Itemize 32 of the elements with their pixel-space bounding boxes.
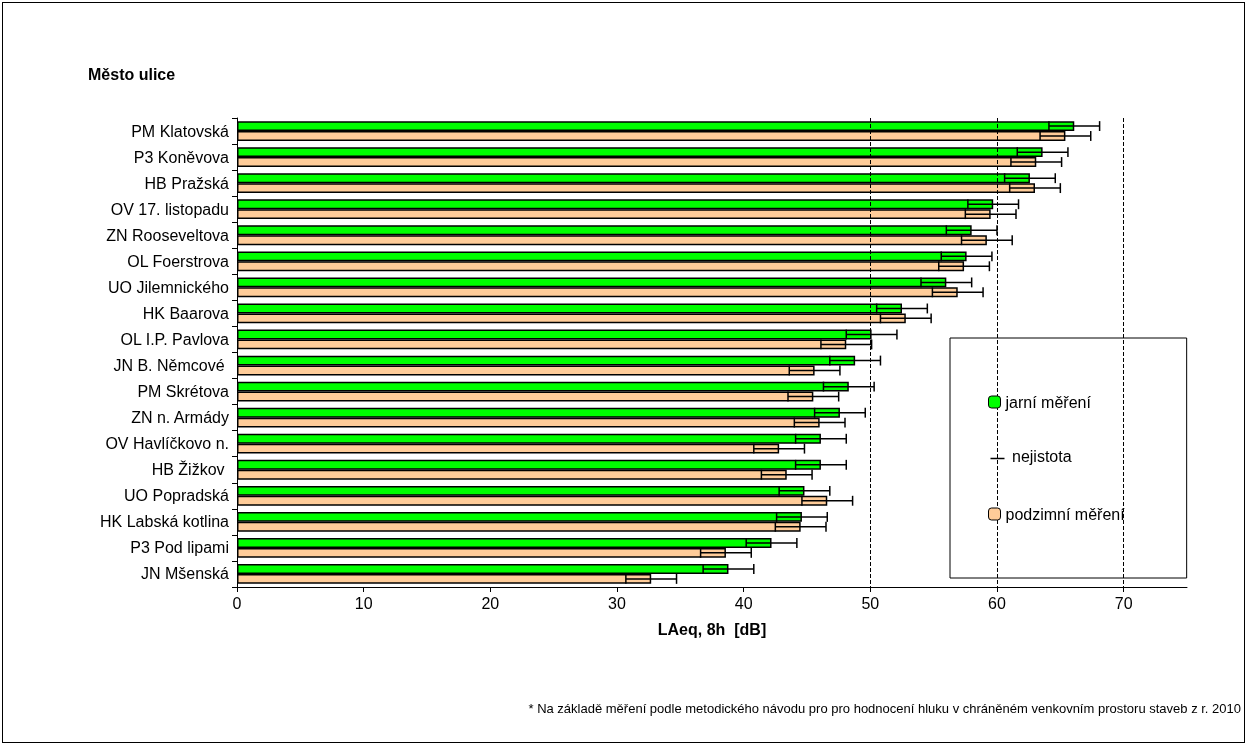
x-tick-label: 40 — [734, 594, 753, 612]
y-tick-label: OV Havlíčkovo n. — [105, 435, 229, 453]
y-tick-label: P3 Koněvova — [133, 148, 230, 166]
x-tick-label: 30 — [608, 594, 626, 612]
y-tick-label: JN Mšenská — [140, 565, 230, 583]
y-tick-label: PM Klatovská — [131, 122, 230, 140]
y-tick-label: HK Baarova — [142, 304, 230, 322]
y-tick-label: OL Foerstrova — [127, 252, 230, 270]
y-tick-label: JN B. Němcové — [113, 357, 229, 375]
x-tick-label: 10 — [354, 594, 373, 612]
y-tick-label: HB Žižkov — [151, 460, 229, 479]
y-tick-label: ZN n. Armády — [131, 409, 229, 427]
text: * Na základě měření podle metodického návodu pro pro hodnocení hluku v chráněném venkovním prostoru staveb z r. 2010 — [528, 701, 1242, 716]
y-tick-label: P3 Pod lipami — [130, 539, 229, 557]
x-tick-label: 20 — [481, 594, 500, 612]
x-tick-label: 60 — [988, 594, 1006, 612]
x-tick-label: 50 — [861, 594, 880, 612]
y-axis-title: Město ulice — [88, 65, 176, 83]
y-tick-label: PM Skrétova — [137, 383, 230, 401]
y-tick-label: OL I.P. Pavlova — [120, 330, 230, 348]
y-tick-label: HK Labská kotlina — [100, 513, 230, 531]
x-tick-label: 0 — [232, 594, 242, 612]
y-tick-label: UO Popradská — [124, 487, 230, 505]
x-tick-label: 70 — [1114, 594, 1133, 612]
x-axis-title: LAeq, 8h [dB] — [657, 620, 767, 638]
y-tick-label: ZN Rooseveltova — [106, 226, 230, 244]
annotation: nejistota — [1012, 447, 1072, 465]
legend-label: jarní měření — [1004, 393, 1092, 411]
y-tick-label: OV 17. listopadu — [110, 200, 229, 218]
y-tick-label: UO Jilemnického — [108, 278, 230, 296]
legend-label: podzimní měření — [1005, 505, 1126, 523]
y-tick-label: HB Pražská — [144, 174, 230, 192]
